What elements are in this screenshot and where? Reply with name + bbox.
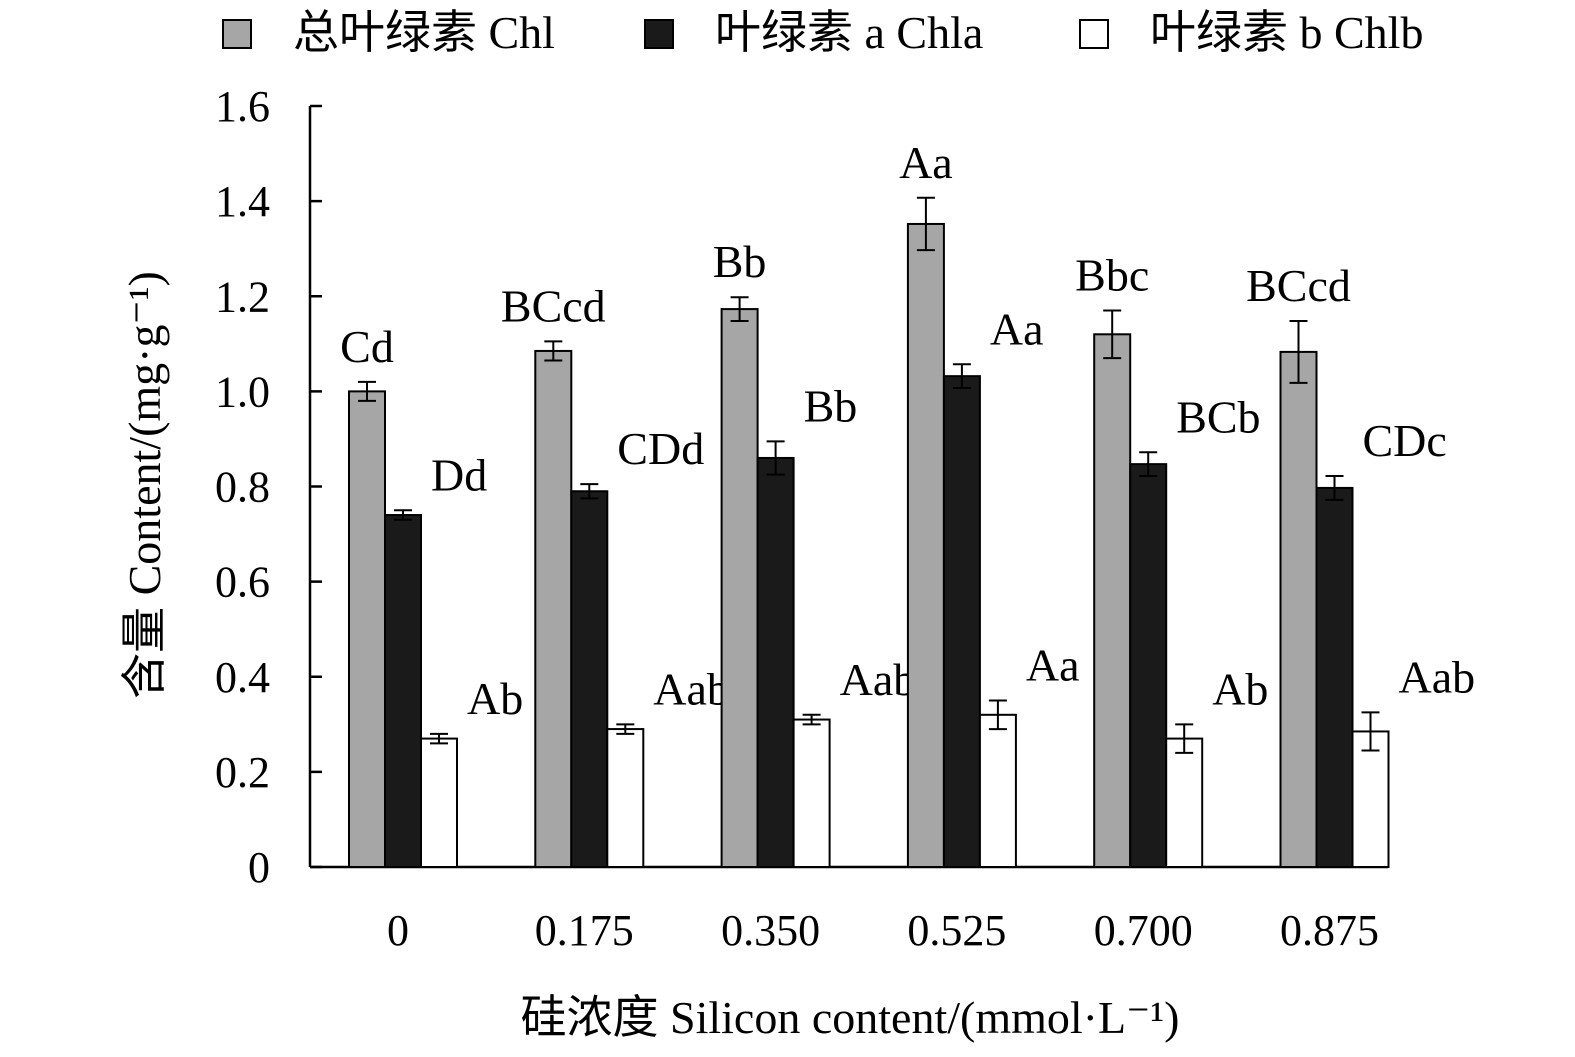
data-label: Aab xyxy=(1399,651,1476,702)
data-label: Aa xyxy=(899,137,953,188)
y-tick-label: 0.6 xyxy=(215,558,270,607)
bar xyxy=(792,718,831,869)
data-label: BCcd xyxy=(501,280,606,331)
data-label: CDc xyxy=(1363,415,1447,466)
x-axis-label: 硅浓度 Silicon content/(mmol·L⁻¹) xyxy=(521,992,1180,1043)
data-label: Cd xyxy=(340,321,394,372)
y-tick-label: 0 xyxy=(248,843,270,892)
legend: 总叶绿素 Chl 叶绿素 a Chla 叶绿素 b Chlb xyxy=(222,7,1423,58)
x-tick-label: 0.525 xyxy=(907,906,1006,955)
y-tick-label: 1.0 xyxy=(215,367,270,416)
y-axis-label: 含量 Content/(mg·g⁻¹) xyxy=(119,271,170,699)
data-label: Aab xyxy=(653,663,730,714)
legend-label: 叶绿素 a Chla xyxy=(715,7,983,58)
legend-swatch xyxy=(1079,19,1109,49)
bar xyxy=(1279,350,1318,868)
bar xyxy=(348,390,386,868)
axes: 0 0.2 0.4 0.6 0.8 1.0 1.2 1.4 1.6 0 0.175 0.350 0.52… xyxy=(215,82,1388,955)
y-tick-label: 1.4 xyxy=(215,177,270,226)
bar xyxy=(1351,730,1390,869)
x-tick-label: 0 xyxy=(387,906,409,955)
data-label: Aa xyxy=(990,303,1044,354)
data-label: BCcd xyxy=(1246,260,1351,311)
legend-label: 叶绿素 b Chlb xyxy=(1150,7,1423,58)
legend-label: 总叶绿素 Chl xyxy=(293,7,555,58)
x-tick-label: 0.350 xyxy=(721,906,820,955)
bar xyxy=(906,222,945,868)
y-tick-label: 1.2 xyxy=(215,272,270,321)
x-tick-label: 0.875 xyxy=(1280,906,1379,955)
bar xyxy=(1129,463,1168,868)
data-label: Bbc xyxy=(1075,250,1149,301)
bars: Cd Dd Ab BCcd CDd Aab Bb Bb Aab Aa Aa Aa Bbc BCb Ab BCc… xyxy=(340,137,1476,869)
y-tick-label: 0.2 xyxy=(215,748,270,797)
bar xyxy=(420,737,458,868)
data-label: Ab xyxy=(467,673,523,724)
y-tick-label: 0.4 xyxy=(215,653,270,702)
data-label: BCb xyxy=(1176,391,1260,442)
data-label: CDd xyxy=(617,423,704,474)
bar xyxy=(606,728,645,868)
data-label: Dd xyxy=(431,449,487,500)
data-label: Bb xyxy=(713,236,767,287)
bar xyxy=(756,456,795,868)
bar xyxy=(978,713,1017,868)
legend-swatch xyxy=(222,19,252,49)
data-label: Aa xyxy=(1026,640,1080,691)
y-tick-label: 0.8 xyxy=(215,463,270,512)
bar xyxy=(534,349,573,868)
bar xyxy=(720,308,759,869)
bar xyxy=(1093,333,1132,868)
data-label: Aab xyxy=(840,654,917,705)
bar xyxy=(570,490,609,868)
data-label: Ab xyxy=(1212,663,1268,714)
legend-swatch xyxy=(644,19,674,49)
x-tick-label: 0.175 xyxy=(535,906,634,955)
bar xyxy=(1315,486,1354,868)
bar xyxy=(1165,737,1204,868)
y-tick-label: 1.6 xyxy=(215,82,270,131)
data-label: Bb xyxy=(804,380,858,431)
bar xyxy=(384,514,422,868)
bar xyxy=(942,375,981,868)
x-tick-label: 0.700 xyxy=(1094,906,1193,955)
